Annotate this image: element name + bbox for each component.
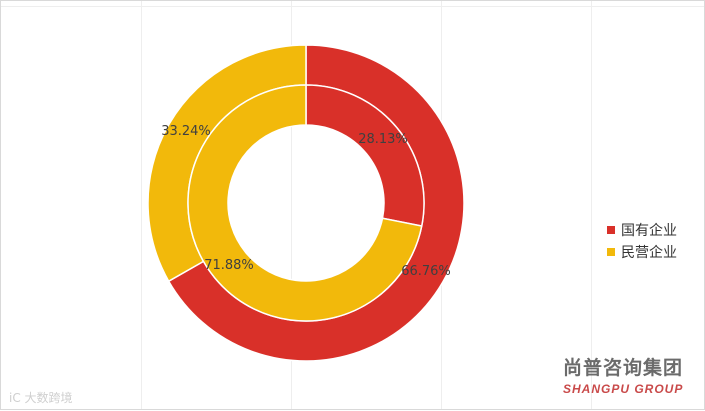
legend-item-state-owned[interactable]: 国有企业 (607, 219, 677, 241)
grid-line (141, 1, 142, 409)
donut-slices (147, 44, 465, 362)
inner-ring-data-label-0: 28.13% (358, 132, 408, 147)
legend-label: 国有企业 (621, 223, 677, 239)
legend-swatch-icon (607, 226, 615, 234)
legend-label: 民营企业 (621, 245, 677, 261)
chart-legend: 国有企业 民营企业 (607, 219, 677, 263)
grid-line (591, 1, 592, 409)
company-name-cn: 尚普咨询集团 (563, 357, 684, 379)
grid-line (291, 1, 292, 409)
outer-ring-data-label-0: 66.76% (401, 264, 451, 279)
company-logo: 尚普咨询集团 SHANGPU GROUP (563, 353, 683, 396)
company-name-en: SHANGPU GROUP (563, 382, 684, 396)
donut-data-labels: 66.76% 33.24% 28.13% 71.88% (161, 124, 451, 279)
inner-ring-data-label-1: 71.88% (204, 258, 254, 273)
outer-ring-data-label-1: 33.24% (161, 124, 211, 139)
legend-item-private[interactable]: 民营企业 (607, 241, 677, 263)
grid-line (1, 6, 704, 7)
inner-ring-slice-0[interactable] (305, 84, 425, 227)
inner-ring-slice-1[interactable] (187, 84, 423, 322)
legend-swatch-icon (607, 248, 615, 256)
watermark: iC 大数跨境 (9, 391, 73, 405)
